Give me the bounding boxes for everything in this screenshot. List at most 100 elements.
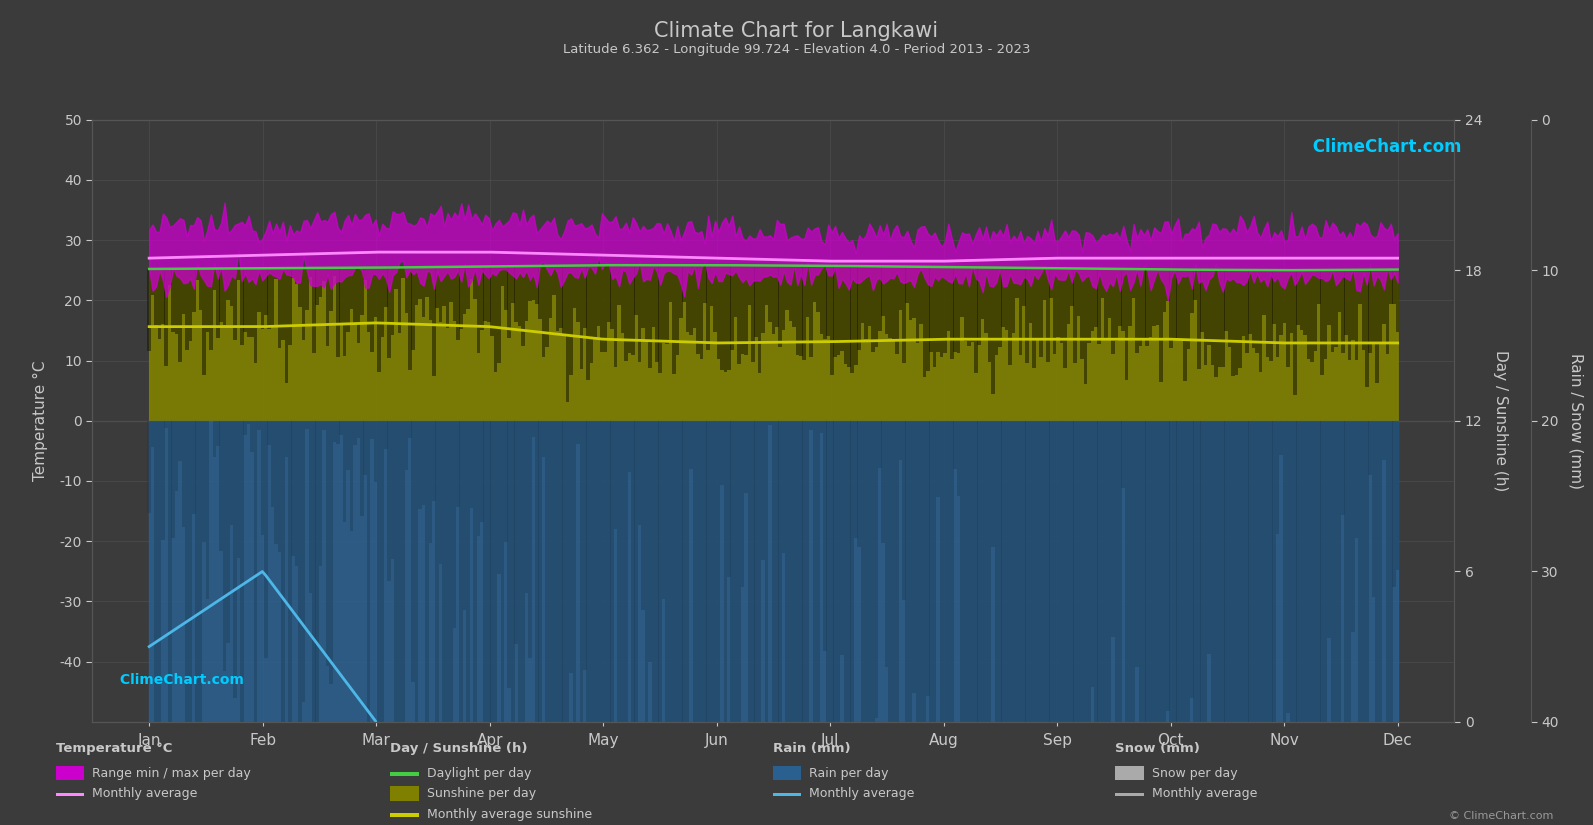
Bar xyxy=(768,266,771,322)
Bar xyxy=(1375,270,1380,383)
Bar xyxy=(1190,421,1193,698)
Bar xyxy=(1255,421,1258,825)
Bar xyxy=(795,266,800,356)
Bar xyxy=(782,266,785,331)
Bar xyxy=(1386,270,1389,355)
Bar xyxy=(280,268,285,341)
Bar xyxy=(1101,269,1104,299)
Text: Sunshine per day: Sunshine per day xyxy=(427,787,537,800)
Bar xyxy=(1372,270,1375,343)
Bar xyxy=(970,267,975,342)
Bar xyxy=(315,421,319,820)
Bar xyxy=(820,421,824,433)
Bar xyxy=(616,265,621,305)
Bar xyxy=(487,421,491,825)
Bar xyxy=(1211,421,1214,825)
Bar xyxy=(658,265,663,374)
Bar xyxy=(800,421,803,825)
Bar xyxy=(1152,270,1157,327)
Bar xyxy=(913,266,916,318)
Bar xyxy=(333,421,336,441)
Bar xyxy=(847,421,851,825)
Bar xyxy=(1112,269,1115,354)
Bar xyxy=(556,421,559,825)
Bar xyxy=(642,265,645,328)
Bar xyxy=(830,266,833,375)
Bar xyxy=(997,267,1002,347)
Bar xyxy=(1083,421,1088,825)
Bar xyxy=(1392,421,1395,587)
Bar xyxy=(714,421,717,722)
Bar xyxy=(658,421,663,825)
Bar xyxy=(1204,270,1207,365)
Bar xyxy=(1294,421,1297,825)
Text: ClimeChart.com: ClimeChart.com xyxy=(1306,138,1461,156)
Bar xyxy=(824,421,827,651)
Bar xyxy=(277,421,282,552)
Bar xyxy=(1348,421,1351,825)
Bar xyxy=(1042,268,1047,300)
Bar xyxy=(470,421,473,508)
Bar xyxy=(1265,270,1270,357)
Bar xyxy=(151,269,155,295)
Bar xyxy=(1217,270,1222,366)
Bar xyxy=(1023,421,1026,825)
Bar xyxy=(669,265,672,302)
Bar xyxy=(1273,421,1276,825)
Bar xyxy=(381,267,384,337)
Bar xyxy=(731,266,734,351)
Bar xyxy=(637,421,642,525)
Bar xyxy=(217,421,220,446)
Bar xyxy=(803,266,806,360)
Bar xyxy=(1115,421,1118,825)
Bar xyxy=(1035,268,1039,339)
Bar xyxy=(229,421,233,525)
Bar xyxy=(172,421,175,538)
Bar xyxy=(946,421,949,825)
Bar xyxy=(840,266,844,351)
Bar xyxy=(322,268,327,281)
Bar xyxy=(1372,421,1375,596)
Bar xyxy=(500,421,505,825)
Bar xyxy=(860,266,865,323)
Bar xyxy=(1276,421,1279,534)
Bar xyxy=(1107,421,1112,825)
Bar xyxy=(1276,270,1279,357)
Bar xyxy=(926,421,930,695)
Bar xyxy=(1176,421,1180,825)
Bar xyxy=(1282,421,1286,825)
Bar xyxy=(566,421,569,825)
Bar xyxy=(1252,421,1255,825)
Bar xyxy=(191,421,196,514)
Bar xyxy=(978,421,981,825)
Bar xyxy=(940,421,943,825)
Bar xyxy=(1136,269,1139,352)
Bar xyxy=(895,266,898,354)
Bar xyxy=(1217,421,1222,825)
Bar xyxy=(604,421,607,825)
Bar xyxy=(1002,421,1005,825)
Bar xyxy=(833,421,836,825)
Bar xyxy=(511,266,515,303)
Bar xyxy=(1321,421,1324,825)
Bar xyxy=(789,421,792,825)
Bar xyxy=(961,267,964,317)
Bar xyxy=(288,268,292,345)
Bar xyxy=(497,266,500,364)
Bar xyxy=(309,268,312,277)
Bar xyxy=(1121,421,1125,488)
Bar xyxy=(580,266,583,370)
Bar xyxy=(1039,268,1043,357)
Bar xyxy=(449,266,452,303)
Bar xyxy=(511,421,515,825)
Bar xyxy=(949,421,954,825)
Bar xyxy=(226,268,229,299)
Bar xyxy=(1059,268,1063,342)
Bar xyxy=(1166,270,1169,301)
Bar xyxy=(524,266,529,321)
Text: Snow (mm): Snow (mm) xyxy=(1115,742,1200,756)
Bar xyxy=(236,268,241,280)
Bar xyxy=(1139,269,1142,346)
Bar xyxy=(360,268,363,314)
Bar xyxy=(1392,270,1395,304)
